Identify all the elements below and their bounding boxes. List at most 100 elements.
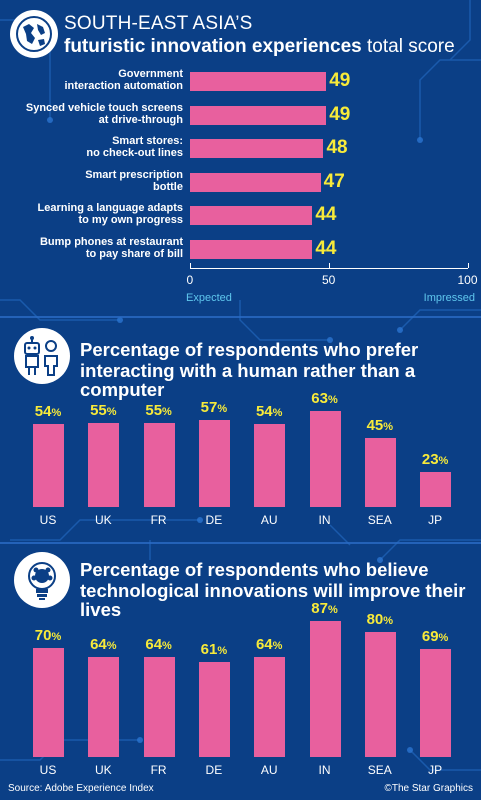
bar [88, 422, 120, 507]
category-label: US [39, 513, 57, 527]
data-label-unit: % [383, 421, 394, 434]
data-label-value: 23 [421, 450, 439, 468]
x-tick [468, 263, 469, 268]
tick-label: 50 [322, 273, 336, 287]
bar-label-line: at drive-through [98, 113, 183, 126]
chart3-title-line2: technological innovations will improve t… [80, 580, 466, 621]
category-label: SEA [367, 513, 392, 527]
data-label: 44 [315, 237, 337, 259]
bar-label: Bump phones at restaurant to pay share of… [0, 236, 183, 260]
section-divider [0, 542, 481, 544]
category-label: FR [150, 763, 167, 777]
data-label: 48 [326, 137, 348, 158]
data-label-value: 64 [255, 636, 273, 654]
bar-label-line: Government [118, 68, 183, 80]
source-note: Source: Adobe Experience Index [8, 783, 154, 794]
bar [254, 657, 286, 757]
data-label: 47 [323, 170, 345, 192]
data-label-unit: % [51, 407, 62, 420]
data-label-value: 70 [34, 626, 52, 644]
data-label-unit: % [162, 405, 172, 418]
axis-end-label-left: Expected [186, 292, 232, 304]
bar-label-line: interaction automation [64, 80, 183, 92]
data-label: 64% [134, 636, 184, 653]
data-label: 70% [23, 627, 73, 644]
data-label: 54% [244, 403, 294, 420]
data-label: 54% [23, 403, 73, 420]
bar [254, 424, 286, 507]
data-label: 55% [134, 402, 184, 419]
bar-label: Learning a language adapts to my own prog… [0, 202, 183, 226]
bar-label: Smart prescription bottle [0, 169, 183, 193]
bar-label-line: no check-out lines [86, 147, 183, 159]
data-label-unit: % [272, 407, 283, 420]
data-label-unit: % [106, 640, 117, 653]
data-label-value: 61 [200, 640, 218, 658]
data-label: 55% [78, 402, 128, 419]
data-label-value: 55 [145, 401, 163, 419]
bar [420, 471, 452, 507]
globe-map-icon-graphic [16, 16, 52, 52]
chart1-title-emphasis: futuristic innovation experiences [64, 36, 362, 57]
x-tick [329, 263, 330, 268]
category-label: IN [318, 763, 331, 777]
bar [190, 206, 313, 225]
bar [309, 621, 341, 757]
data-label-value: 80 [366, 611, 384, 629]
lightbulb-icon [14, 552, 70, 608]
chart1-title-line1: SOUTH-EAST ASIA’S [64, 13, 253, 34]
chart2-title-line2: interacting with a human rather than a c… [80, 360, 416, 401]
lightbulb-icon-graphic [28, 562, 56, 600]
category-label: IN [318, 513, 331, 527]
bar-label: Government interaction automation [0, 68, 183, 92]
category-label: SEA [367, 763, 392, 777]
data-label: 23% [410, 451, 460, 468]
data-label-unit: % [327, 604, 338, 617]
data-label: 69% [410, 628, 460, 645]
category-label: DE [205, 763, 223, 777]
data-label-unit: % [327, 393, 338, 406]
category-label: JP [428, 763, 443, 777]
x-tick [190, 263, 191, 268]
category-label: FR [150, 513, 167, 527]
bar [33, 424, 64, 507]
bar [190, 72, 327, 91]
bar [33, 647, 64, 757]
data-label-unit: % [217, 644, 228, 657]
data-label: 87% [300, 600, 350, 617]
bar-label-line: bottle [153, 180, 183, 193]
data-label: 49 [329, 103, 351, 125]
bar [190, 105, 327, 125]
bar [198, 661, 230, 757]
bar-label: Smart stores: no check-out lines [0, 135, 183, 159]
bar-label-line: Smart stores: [112, 135, 183, 147]
bar [143, 657, 175, 757]
bar-label-line: to pay share of bill [85, 247, 183, 260]
chart1-title-line2: futuristic innovation experiences total … [64, 37, 455, 57]
data-label-value: 69 [421, 628, 439, 646]
data-label-value: 57 [200, 398, 218, 416]
category-label: UK [94, 763, 112, 777]
section-divider [0, 316, 481, 318]
data-label-value: 54 [34, 403, 52, 421]
chart2-title-line1: Percentage of respondents who prefer [80, 339, 419, 360]
data-label-unit: % [272, 640, 283, 653]
robot-person-icon-graphic [24, 336, 58, 376]
category-label: AU [260, 763, 278, 777]
bar [198, 419, 230, 507]
data-label-unit: % [217, 402, 228, 415]
bar [190, 139, 324, 158]
data-label: 49 [329, 70, 351, 91]
bar-label-line: Bump phones at restaurant [39, 235, 183, 248]
data-label-unit: % [51, 630, 62, 643]
tick-label: 100 [457, 273, 478, 287]
data-label-value: 45 [366, 417, 384, 435]
data-label-value: 64 [90, 636, 107, 654]
bar-label-line: Smart prescription [85, 168, 183, 181]
data-label-unit: % [162, 640, 172, 653]
category-label: US [39, 763, 57, 777]
data-label-unit: % [438, 632, 449, 645]
bar [88, 657, 120, 757]
data-label-value: 63 [311, 389, 328, 407]
